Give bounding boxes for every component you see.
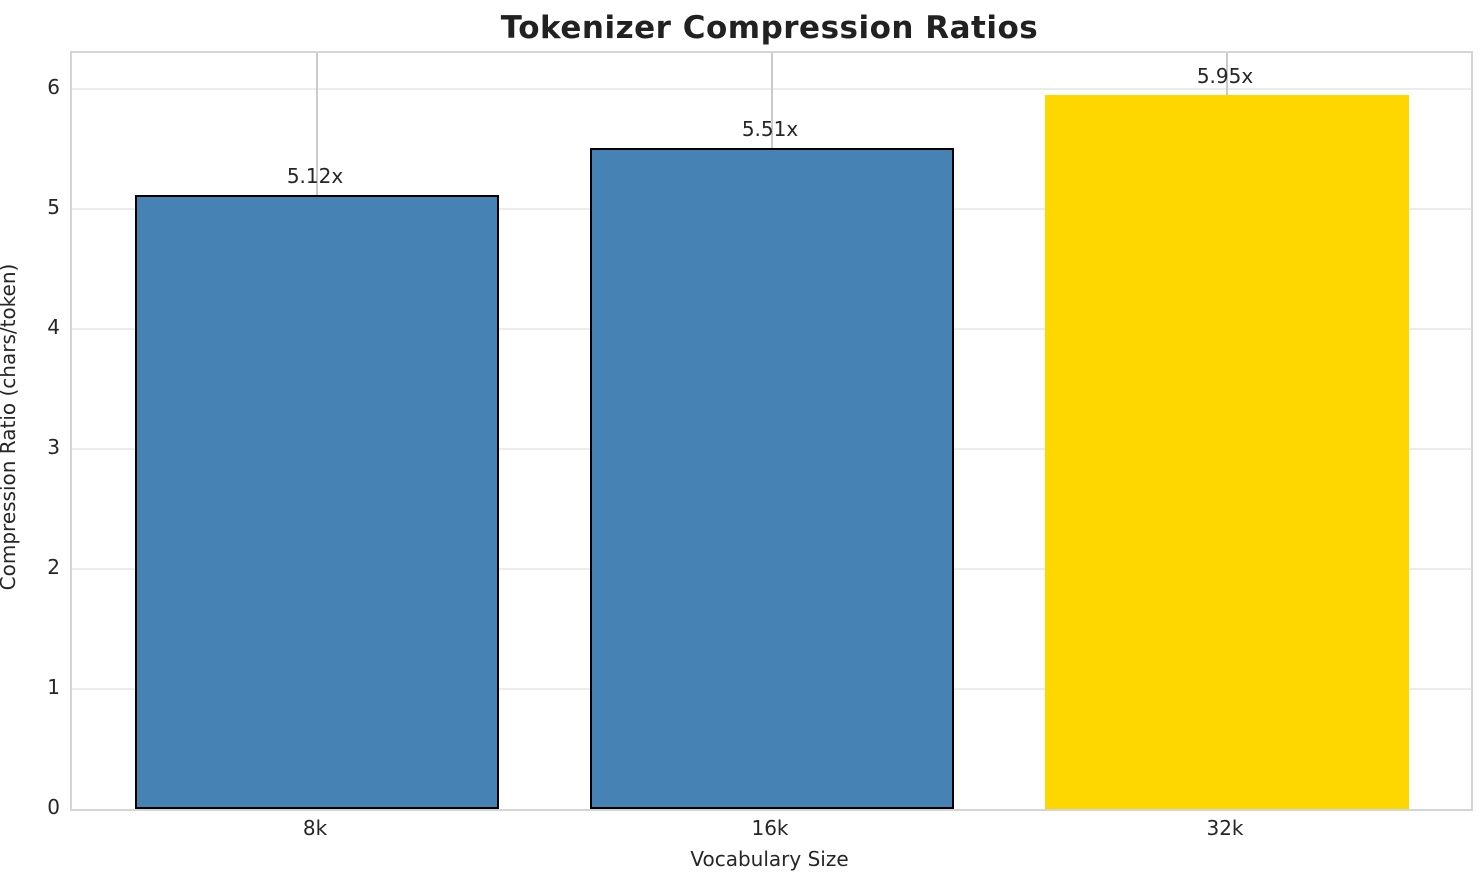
y-tick-label: 0 [47,795,60,819]
y-tick-label: 6 [47,75,60,99]
y-tick-label: 3 [47,435,60,459]
y-tick-label: 1 [47,675,60,699]
bar-8k [135,194,499,809]
x-tick-label: 8k [302,816,328,840]
y-tick-label: 4 [47,315,60,339]
bar-value-label: 5.12x [286,163,344,188]
y-tick-label: 2 [47,555,60,579]
bar-16k [590,147,954,809]
x-tick-label: 32k [1206,816,1244,840]
x-axis-label: Vocabulary Size [690,847,849,871]
bar-value-label: 5.95x [1196,64,1254,88]
bar-32k [1045,95,1409,809]
chart-title: Tokenizer Compression Ratios [500,10,1039,46]
bar-value-label: 5.51x [741,116,799,141]
x-tick-label: 16k [751,816,789,840]
plot-area [70,51,1473,811]
y-tick-label: 5 [47,195,60,219]
